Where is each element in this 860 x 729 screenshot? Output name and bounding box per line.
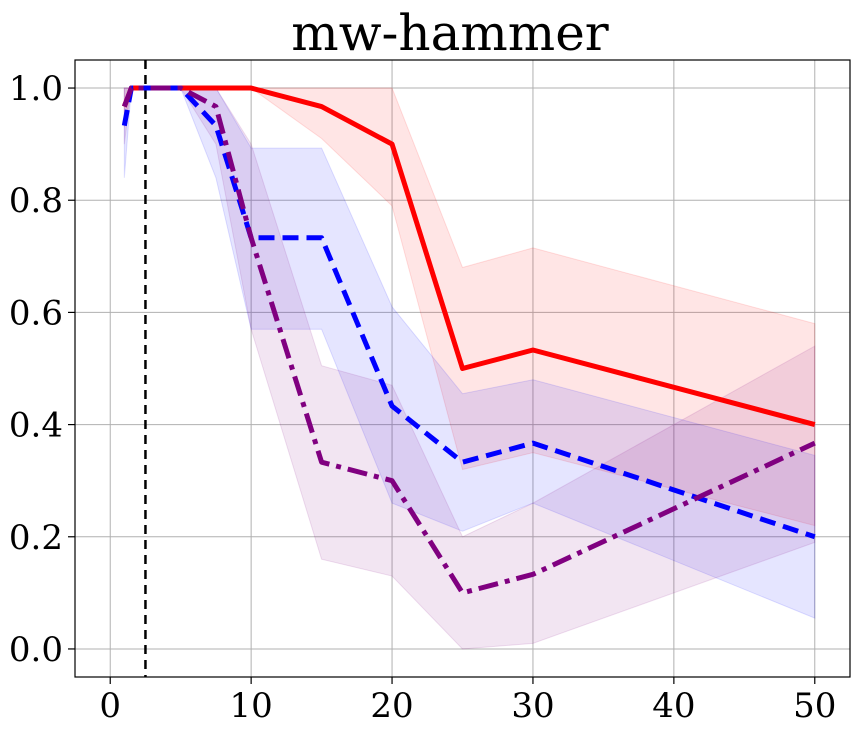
x-tick-label-1: 10	[230, 686, 273, 726]
y-tick-label-3: 0.6	[9, 293, 63, 333]
x-tick-label-4: 40	[652, 686, 695, 726]
chart-title: mw-hammer	[291, 4, 609, 62]
x-tick-label-2: 20	[370, 686, 413, 726]
y-tick-label-4: 0.8	[9, 181, 63, 221]
y-tick-label-2: 0.4	[9, 406, 63, 446]
series-1-band	[123, 87, 816, 619]
x-tick-label-3: 30	[511, 686, 554, 726]
x-tick-label-5: 50	[793, 686, 836, 726]
series-2-band	[123, 87, 816, 650]
plot-frame	[74, 59, 851, 678]
x-tick-label-0: 0	[99, 686, 121, 726]
series-lines	[121, 85, 816, 596]
y-tick-label-1: 0.2	[9, 518, 63, 558]
y-tick-label-0: 0.0	[9, 630, 63, 670]
y-axis-ticks: 0.0 0.2 0.4 0.6 0.8 1.0	[9, 69, 75, 670]
x-axis-ticks: 0 10 20 30 40 50	[99, 677, 836, 726]
y-tick-label-5: 1.0	[9, 69, 63, 109]
series-2-line	[121, 85, 816, 596]
